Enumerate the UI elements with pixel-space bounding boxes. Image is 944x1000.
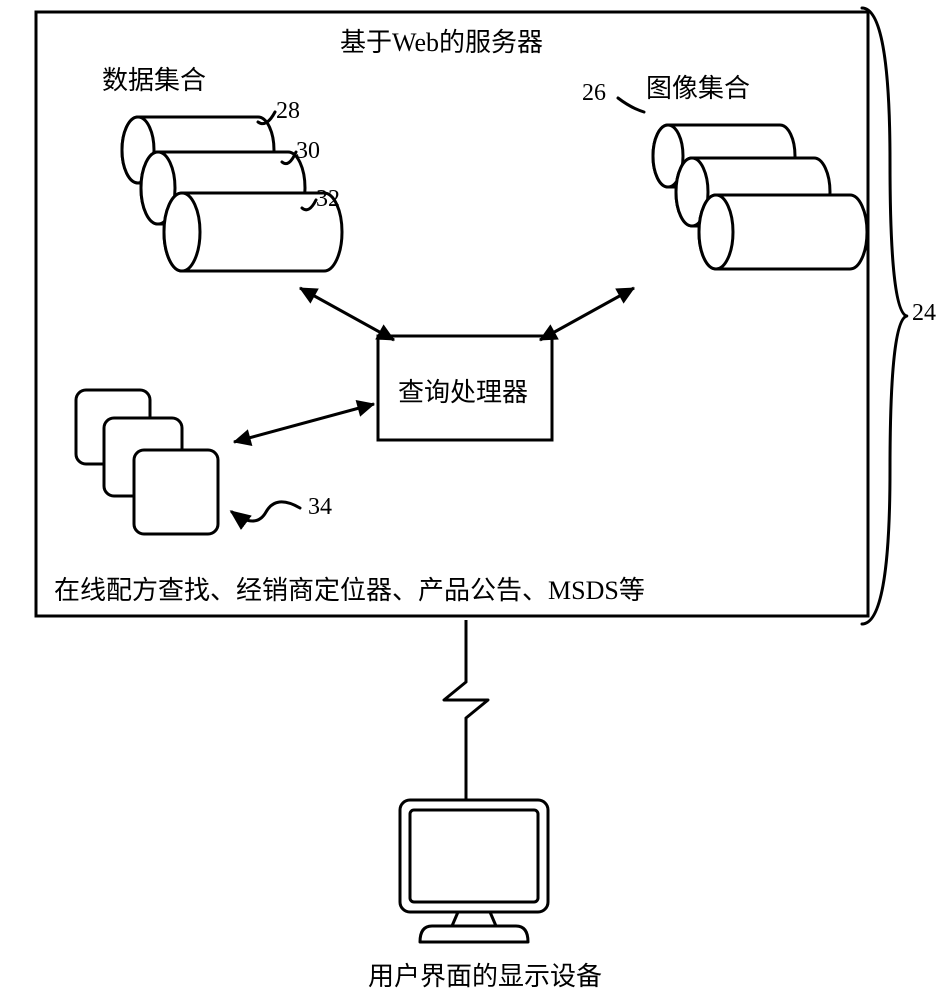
diagram-canvas: 基于Web的服务器 数据集合 图像集合 查询处理器 在线配方查找、经销商定位器、… <box>0 0 944 1000</box>
callout-26: 26 <box>582 80 606 107</box>
monitor-label: 用户界面的显示设备 <box>368 956 602 993</box>
diagram-svg <box>0 0 944 1000</box>
callout-34: 34 <box>308 494 332 521</box>
data-collection-label: 数据集合 <box>102 60 206 97</box>
callout-32: 32 <box>316 186 340 213</box>
callout-30: 30 <box>296 138 320 165</box>
query-processor-label: 查询处理器 <box>398 372 528 409</box>
callout-24: 24 <box>912 300 936 327</box>
image-collection-label: 图像集合 <box>646 68 750 105</box>
footer-text: 在线配方查找、经销商定位器、产品公告、MSDS等 <box>54 570 645 607</box>
callout-28: 28 <box>276 98 300 125</box>
server-title: 基于Web的服务器 <box>340 22 543 59</box>
